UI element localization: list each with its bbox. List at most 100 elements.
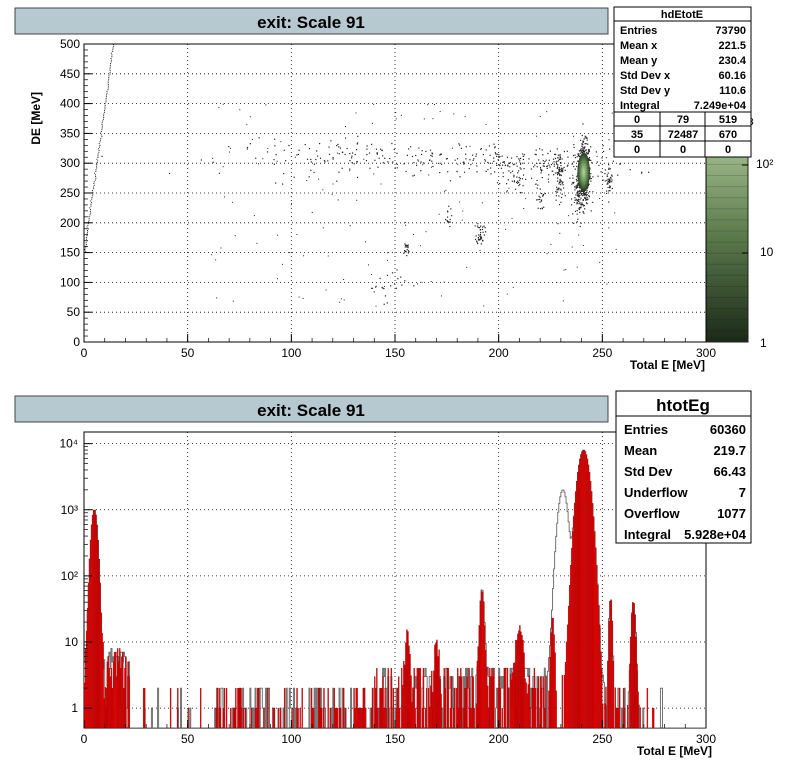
scatter-point (481, 280, 483, 282)
scatter-point (585, 149, 587, 151)
scatter-point (584, 193, 586, 195)
scatter-point (344, 137, 347, 139)
scatter-point (550, 243, 552, 245)
scatter-point (311, 211, 313, 213)
scatter-point (384, 157, 386, 159)
bottom-ytick-label: 1 (71, 701, 78, 715)
scatter-point (545, 159, 547, 161)
top-ytick-label: 450 (60, 67, 80, 81)
scatter-point (584, 135, 586, 137)
scatter-point (576, 192, 579, 194)
scatter-point (370, 287, 373, 289)
scatter-point (581, 148, 583, 150)
histogram-bar (472, 676, 474, 728)
scatter-point (440, 295, 442, 297)
scatter-point (494, 152, 496, 154)
scatter-point (341, 151, 344, 154)
diagonal-point (99, 144, 101, 146)
scatter-point (575, 194, 577, 196)
scatter-point (502, 172, 504, 174)
scatter-point (584, 150, 586, 153)
scatter-point (538, 195, 540, 197)
top-ylabel: DE [MeV] (29, 92, 43, 145)
histogram-bar (109, 676, 112, 728)
scatter-point (582, 123, 584, 125)
scatter-point (395, 118, 397, 120)
scatter-point (586, 199, 588, 201)
scatter-point (276, 278, 278, 280)
scatter-point (446, 216, 449, 218)
histogram-bar (627, 705, 629, 728)
scatter-point (327, 160, 329, 162)
scatter-point (577, 199, 579, 201)
scatter-point (587, 186, 589, 188)
histogram-bar (437, 656, 439, 728)
histogram-bar (414, 707, 416, 728)
diagonal-point (99, 146, 101, 148)
scatter-point (576, 175, 578, 177)
scatter-point (604, 169, 607, 171)
scatter-point (294, 156, 296, 158)
scatter-point (228, 146, 230, 148)
scatter-point (577, 182, 579, 185)
scatter-point (548, 181, 550, 183)
scatter-point (368, 152, 371, 154)
histogram-bar (119, 648, 121, 728)
diagonal-point (86, 226, 88, 228)
scatter-point (365, 159, 368, 162)
histogram-bar (418, 668, 421, 728)
scatter-point (460, 147, 462, 149)
scatter-point (461, 219, 463, 221)
histogram-bar (371, 707, 373, 728)
scatter-point (579, 199, 581, 201)
scatter-point (576, 201, 578, 203)
scatter-point (351, 155, 353, 157)
scatter-point (578, 200, 580, 203)
scatter-point (404, 243, 406, 245)
histogram-bar (579, 459, 581, 728)
scatter-point (577, 184, 579, 186)
scatter-point (584, 137, 586, 139)
histogram-bar (219, 707, 221, 728)
scatter-point (332, 157, 334, 159)
diagonal-point (95, 177, 97, 179)
scatter-point (464, 116, 466, 118)
scatter-point (430, 166, 432, 168)
scatter-point (308, 147, 311, 150)
histogram-bar (411, 702, 413, 728)
scatter-point (561, 167, 563, 169)
scatter-point (516, 165, 518, 167)
histogram-bar (116, 676, 118, 728)
diagonal-point (108, 75, 110, 77)
scatter-point (340, 298, 342, 300)
scatter-point (605, 157, 607, 159)
scatter-point (406, 249, 408, 251)
scatter-point (310, 161, 312, 163)
scatter-point (585, 192, 587, 194)
scatter-point (578, 192, 581, 195)
scatter-point (453, 113, 455, 115)
scatter-point (382, 287, 384, 289)
diagonal-point (84, 252, 85, 254)
histogram-bar (550, 632, 552, 728)
histogram-bar (561, 674, 564, 728)
scatter-point (582, 140, 584, 142)
scatter-point (506, 156, 509, 158)
histogram-bar (375, 688, 377, 728)
scatter-point (583, 138, 585, 140)
scatter-point (579, 194, 581, 196)
scatter-point (407, 247, 409, 249)
top-stats-cell: 79 (677, 114, 689, 126)
histogram-bar (99, 582, 101, 728)
scatter-point (585, 198, 588, 200)
scatter-point (577, 194, 579, 196)
scatter-point (463, 163, 465, 165)
histogram-bar (356, 688, 358, 728)
scatter-point (564, 169, 566, 171)
histogram-bar (263, 707, 265, 728)
scatter-point (482, 153, 485, 156)
scatter-point (405, 221, 407, 223)
scatter-point (587, 152, 590, 154)
scatter-point (552, 170, 554, 172)
scatter-point (256, 242, 258, 244)
